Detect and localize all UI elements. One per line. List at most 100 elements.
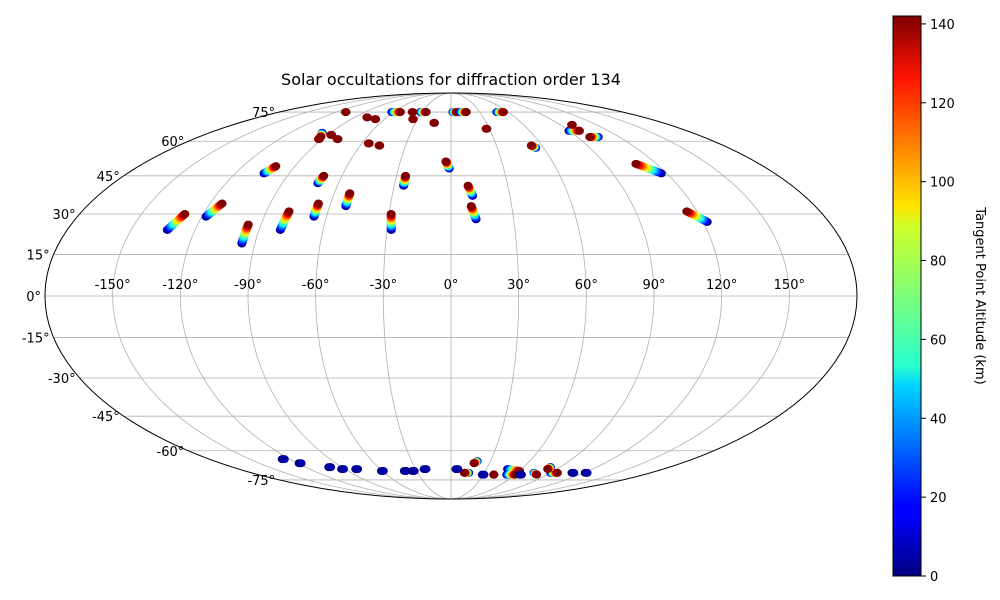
occultation-point — [461, 108, 471, 117]
longitude-tick-labels: -150° -120° -90° -60° -30° 0° 30° 60° 90° 120° 150… — [95, 278, 805, 293]
colorbar-tick-label: 80 — [930, 255, 947, 270]
occultation-point — [279, 455, 289, 464]
longitude-tick-label: 30° — [507, 278, 530, 293]
occultation-point — [319, 171, 329, 180]
longitude-gridline — [112, 93, 452, 499]
latitude-tick-label: 45° — [97, 170, 120, 185]
occultation-point — [499, 108, 508, 117]
latitude-tick-label: 30° — [53, 208, 76, 223]
latitude-tick-label: -60° — [157, 445, 185, 460]
occultation-point — [552, 468, 562, 477]
occultation-point — [421, 108, 431, 117]
occultation-point — [421, 465, 431, 474]
latitude-tick-label: -30° — [48, 372, 76, 387]
occultation-point — [345, 189, 355, 198]
occultation-point — [543, 465, 553, 474]
latitude-tick-label: -15° — [22, 332, 50, 347]
occultation-point — [341, 108, 351, 117]
occultation-point — [333, 135, 343, 144]
occultation-point — [409, 466, 419, 475]
occultation-point — [479, 470, 489, 479]
occultation-point — [463, 181, 473, 190]
colorbar-ticks: 0 20 40 60 80 100 120 140 — [921, 18, 955, 585]
colorbar-tick-label: 60 — [930, 333, 947, 348]
occultation-point — [459, 468, 469, 477]
occultation-point — [441, 157, 451, 166]
latitude-tick-label: 0° — [26, 290, 41, 305]
occultation-point — [430, 118, 439, 127]
occultation-point — [532, 470, 542, 479]
colorbar-tick-label: 120 — [930, 97, 955, 112]
occultation-point — [682, 207, 692, 216]
latitude-tick-label: -75° — [247, 474, 275, 489]
occultation-point — [401, 171, 411, 180]
occultation-point — [243, 220, 253, 229]
occultation-point — [469, 459, 479, 468]
occultation-point — [466, 202, 476, 211]
occultation-point — [362, 113, 372, 122]
map-boundary — [44, 92, 858, 500]
colorbar-tick-label: 0 — [930, 570, 938, 585]
longitude-gridline — [450, 93, 520, 499]
colorbar-tick-label: 20 — [930, 491, 947, 506]
colorbar-tick-label: 140 — [930, 18, 955, 33]
occultation-point — [482, 124, 492, 133]
longitude-gridline — [382, 93, 452, 499]
occultation-point — [401, 466, 411, 475]
occultation-point — [217, 199, 227, 208]
longitude-gridline — [450, 93, 587, 499]
occultation-point — [526, 141, 536, 150]
longitude-tick-label: 0° — [444, 278, 459, 293]
occultation-point — [326, 463, 336, 472]
occultation-point — [327, 130, 337, 139]
chart-title: Solar occultations for diffraction order… — [281, 70, 621, 89]
longitude-tick-label: -120° — [162, 278, 198, 293]
latitude-tick-labels: 75° 60° 45° 30° 15° 0° -15° -30° -45° -60° -75° — [22, 106, 275, 489]
occultation-point — [313, 199, 323, 208]
occultation-point — [339, 465, 348, 474]
longitude-tick-label: 150° — [774, 278, 805, 293]
longitude-gridline — [450, 93, 723, 499]
occultation-point — [408, 115, 418, 124]
colorbar-tick-label: 100 — [930, 176, 955, 191]
latitude-tick-label: -45° — [92, 410, 120, 425]
occultation-point — [386, 209, 396, 218]
occultation-point — [453, 465, 463, 474]
occultation-point — [378, 466, 388, 475]
occultation-point — [585, 132, 595, 141]
occultation-point — [582, 468, 592, 477]
colorbar-label: Tangent Point Altitude (km) — [972, 206, 987, 384]
latitude-tick-label: 15° — [27, 248, 50, 263]
longitude-tick-label: -150° — [95, 278, 131, 293]
longitude-tick-label: -90° — [234, 278, 262, 293]
longitude-tick-label: 120° — [706, 278, 737, 293]
graticule — [45, 93, 857, 499]
longitude-gridline — [450, 93, 790, 499]
scatter-points — [162, 108, 712, 479]
occultation-point — [284, 207, 294, 216]
occultation-point — [314, 135, 324, 144]
occultation-point — [408, 108, 418, 117]
occultation-point — [489, 470, 499, 479]
longitude-tick-label: 60° — [575, 278, 598, 293]
occultation-point — [631, 159, 641, 168]
occultation-point — [180, 209, 190, 218]
latitude-tick-label: 75° — [252, 106, 275, 121]
longitude-gridline — [179, 93, 452, 499]
occultation-point — [395, 108, 405, 117]
longitude-tick-label: -60° — [302, 278, 330, 293]
occultation-point — [574, 126, 584, 135]
occultation-point — [353, 465, 363, 474]
occultation-point — [371, 115, 381, 124]
occultation-point — [375, 141, 385, 150]
longitude-tick-label: 90° — [642, 278, 665, 293]
colorbar-tick-label: 40 — [930, 412, 947, 427]
occultation-point — [271, 162, 281, 171]
occultation-point — [364, 139, 374, 148]
occultation-point — [569, 468, 579, 477]
colorbar — [892, 15, 922, 577]
longitude-gridline — [450, 93, 655, 499]
occultation-point — [516, 470, 526, 479]
latitude-tick-label: 60° — [161, 135, 184, 150]
